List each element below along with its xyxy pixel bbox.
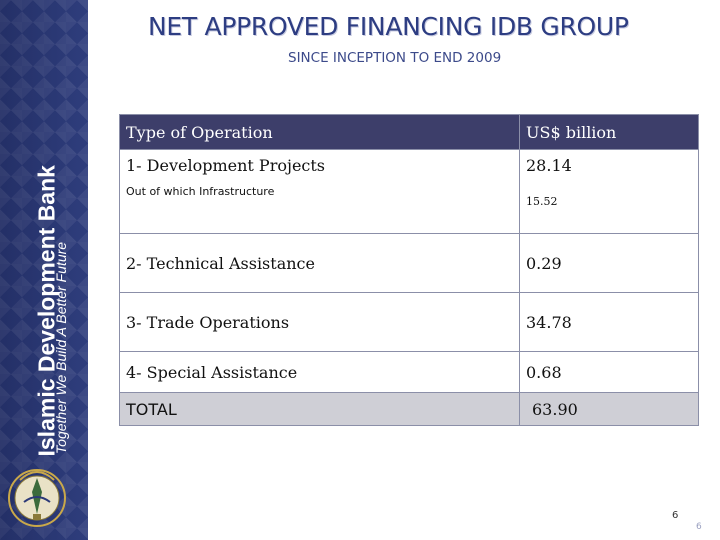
row-label: 1- Development Projects — [119, 149, 520, 181]
row-value: 28.14 — [519, 149, 699, 181]
row-value: 0.29 — [519, 233, 699, 293]
sidebar-banner — [0, 0, 88, 540]
brand-block: Islamic Development Bank Together We Bui… — [4, 165, 84, 480]
row-label: 4- Special Assistance — [119, 351, 520, 393]
column-header-operation: Type of Operation — [119, 114, 520, 150]
table-row-subitem: Out of which Infrastructure 15.52 — [119, 181, 699, 234]
sidebar-shade — [0, 0, 88, 540]
brand-tagline: Together We Build A Better Future — [53, 241, 69, 455]
page-number: 6 — [672, 510, 679, 521]
table-header-row: Type of Operation US$ billion — [119, 114, 699, 150]
row-label: 2- Technical Assistance — [119, 233, 520, 293]
table-row: 1- Development Projects 28.14 — [119, 149, 699, 181]
financing-table: Type of Operation US$ billion 1- Develop… — [119, 114, 699, 426]
table-total-row: TOTAL 63.90 — [119, 392, 699, 426]
table-row: 2- Technical Assistance 0.29 — [119, 233, 699, 293]
total-value: 63.90 — [519, 392, 699, 426]
row-label: Out of which Infrastructure — [119, 181, 520, 234]
page-title: NET APPROVED FINANCING IDB GROUP — [148, 12, 629, 41]
column-header-amount: US$ billion — [519, 114, 699, 150]
row-value: 15.52 — [519, 181, 699, 234]
row-value: 34.78 — [519, 292, 699, 352]
row-label: 3- Trade Operations — [119, 292, 520, 352]
page-subtitle: SINCE INCEPTION TO END 2009 — [288, 50, 502, 66]
table-row: 3- Trade Operations 34.78 — [119, 292, 699, 352]
total-label: TOTAL — [119, 392, 520, 426]
idb-logo-icon — [6, 462, 68, 532]
page-number-small: 6 — [696, 522, 702, 532]
row-value: 0.68 — [519, 351, 699, 393]
table-row: 4- Special Assistance 0.68 — [119, 351, 699, 393]
